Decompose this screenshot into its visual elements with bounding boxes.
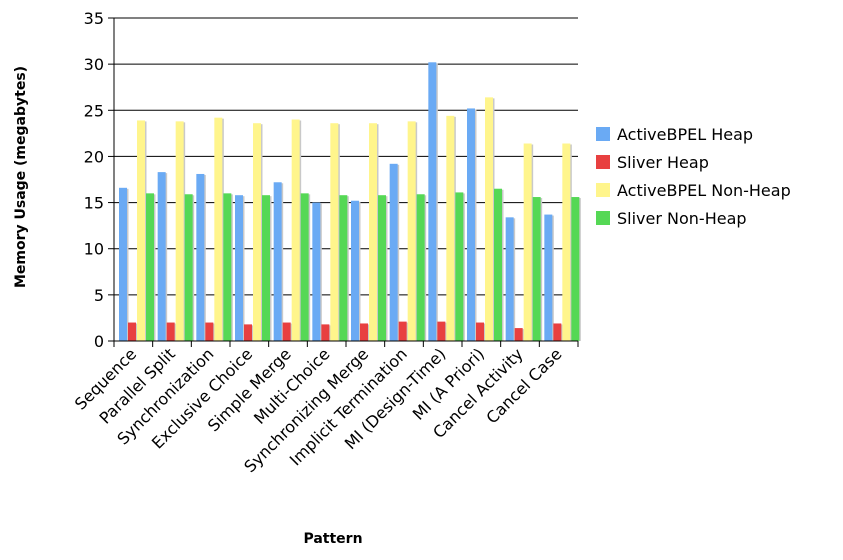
- bar: [321, 324, 330, 341]
- bar: [514, 328, 523, 341]
- bar: [505, 217, 514, 341]
- bar: [467, 108, 475, 341]
- y-tick-label: 15: [84, 194, 104, 213]
- bar: [485, 97, 493, 341]
- bar: [476, 322, 484, 341]
- bar: [235, 195, 243, 341]
- legend-label: ActiveBPEL Heap: [617, 125, 753, 144]
- bar: [378, 195, 386, 341]
- bar: [562, 143, 571, 341]
- bar: [205, 322, 214, 341]
- bar: [312, 202, 321, 341]
- bar: [253, 123, 261, 341]
- y-tick-label: 10: [84, 240, 104, 259]
- bar: [544, 214, 553, 341]
- bar: [291, 119, 300, 341]
- y-tick-labels: 0 5 10 15 20 25 30 35: [84, 9, 114, 351]
- x-axis-title: Pattern: [303, 531, 362, 547]
- bar: [196, 173, 205, 341]
- bar: [214, 117, 223, 341]
- bar: [184, 194, 193, 341]
- legend: ActiveBPEL Heap Sliver Heap ActiveBPEL Non…: [596, 125, 791, 228]
- bar: [455, 192, 464, 341]
- bar: [389, 163, 398, 341]
- bar: [330, 123, 339, 341]
- bar: [437, 321, 446, 341]
- bar: [553, 323, 562, 341]
- y-tick-label: 20: [84, 147, 104, 166]
- bar: [360, 323, 368, 341]
- y-tick-label: 35: [84, 9, 104, 28]
- bars: [119, 62, 581, 342]
- bar: [339, 195, 348, 341]
- bar: [262, 195, 270, 341]
- bar: [398, 321, 407, 341]
- bar: [571, 197, 580, 341]
- bar: [407, 121, 416, 341]
- bar: [273, 182, 282, 341]
- bar: [119, 187, 127, 341]
- bar: [494, 188, 502, 341]
- bar: [351, 200, 359, 341]
- legend-swatch: [596, 183, 610, 197]
- legend-label: ActiveBPEL Non-Heap: [617, 181, 791, 200]
- y-tick-label: 30: [84, 55, 104, 74]
- y-axis-title: Memory Usage (megabytes): [13, 66, 29, 288]
- bar: [175, 121, 184, 341]
- bar: [532, 197, 541, 341]
- bar: [300, 193, 309, 341]
- bar: [146, 193, 154, 341]
- bar: [128, 322, 136, 341]
- bar: [523, 143, 532, 341]
- y-tick-label: 5: [94, 286, 104, 305]
- bar: [369, 123, 377, 341]
- legend-swatch: [596, 155, 610, 169]
- bar: [282, 322, 291, 341]
- bar: [157, 172, 166, 341]
- y-tick-label: 25: [84, 101, 104, 120]
- bar: [416, 194, 425, 341]
- bar: [446, 115, 455, 341]
- bar: [223, 193, 232, 341]
- legend-swatch: [596, 127, 610, 141]
- legend-label: Sliver Heap: [617, 153, 709, 172]
- bar: [137, 120, 145, 342]
- y-tick-label: 0: [94, 332, 104, 351]
- axes: [113, 18, 579, 347]
- bar: [244, 324, 252, 341]
- legend-swatch: [596, 211, 610, 225]
- bar: [166, 322, 175, 341]
- legend-label: Sliver Non-Heap: [617, 209, 747, 228]
- bar: [428, 62, 437, 341]
